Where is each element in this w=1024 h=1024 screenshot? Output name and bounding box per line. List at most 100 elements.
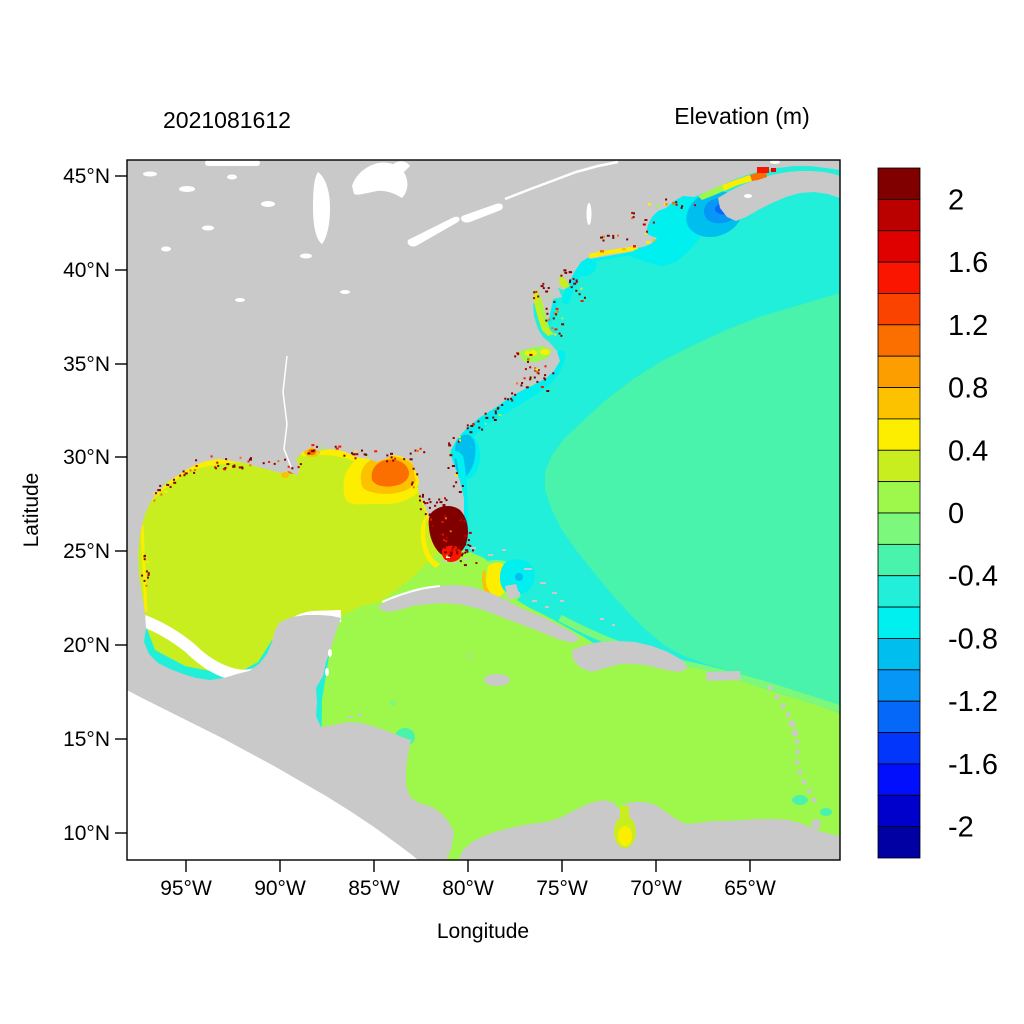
flood-speckle: [472, 423, 475, 425]
flood-speckle: [472, 549, 474, 552]
colorbar-cell: [877, 230, 921, 263]
flood-speckle: [463, 564, 467, 567]
colorbar-cell: [877, 763, 921, 796]
lis-orange-dot: [600, 250, 604, 253]
flood-speckle: [478, 426, 481, 429]
fundy-orange: [750, 171, 767, 181]
flood-speckle: [415, 449, 419, 452]
flood-speckle: [601, 235, 605, 238]
flood-speckle: [446, 525, 449, 528]
flood-speckle: [533, 376, 536, 379]
y-tick-label: 40°N: [63, 259, 110, 282]
flood-speckle: [464, 551, 467, 554]
flood-speckle: [461, 543, 464, 545]
flood-speckle: [553, 301, 556, 303]
fundy-green: [698, 185, 724, 200]
flood-speckle: [459, 540, 462, 543]
flood-speckle: [481, 428, 484, 431]
flood-speckle: [316, 452, 319, 455]
flood-speckle: [652, 221, 655, 224]
flood-speckle: [540, 386, 544, 388]
flood-speckle: [467, 539, 470, 542]
y-tick-label: 25°N: [63, 540, 110, 563]
flood-speckle: [147, 572, 150, 575]
flood-speckle: [173, 481, 177, 484]
buzzards-yellow-dot: [646, 241, 650, 244]
pamlico-yellow-spot2: [540, 349, 550, 355]
flood-speckle: [534, 367, 537, 369]
colorbar-tick-label: -1.2: [948, 686, 998, 718]
flood-speckle: [644, 233, 647, 235]
y-axis-ticks: 45°N 40°N 35°N 30°N 25°N 20°N 15°N 10°N: [63, 165, 127, 845]
pacific-nodata: [127, 690, 418, 860]
colorbar-cell: [877, 669, 921, 702]
flood-speckle: [572, 278, 575, 280]
flood-speckle: [173, 478, 175, 481]
colorbar-cell: [877, 449, 921, 483]
flood-speckle: [446, 529, 449, 532]
flood-speckle: [183, 474, 186, 477]
flood-speckle: [217, 464, 220, 467]
flood-speckle: [444, 515, 447, 517]
flood-speckle: [443, 538, 447, 541]
flood-speckle: [544, 374, 547, 377]
flood-speckle: [444, 497, 446, 500]
flood-speckle: [195, 465, 198, 467]
pei-land: [812, 161, 840, 167]
flood-speckle: [447, 511, 450, 514]
colorbar-cell: [877, 700, 921, 733]
x-tick-label: 90°W: [254, 877, 306, 900]
flood-speckle: [320, 447, 323, 450]
flood-speckle: [184, 472, 188, 475]
flood-speckle: [642, 223, 646, 226]
small-lakes: [143, 160, 780, 676]
flood-speckle: [428, 498, 431, 501]
colorbar-cell: [877, 261, 921, 294]
flood-speckle: [525, 386, 529, 389]
flood-speckle: [554, 333, 557, 336]
y-tick-label: 15°N: [63, 728, 110, 751]
colorbar-cell: [877, 355, 921, 388]
flood-speckle: [390, 452, 393, 455]
flood-speckle: [493, 419, 497, 421]
flood-speckle: [438, 498, 441, 501]
flood-speckle: [446, 534, 449, 537]
flood-speckle: [439, 501, 443, 504]
flood-speckle: [394, 457, 397, 460]
flood-speckle: [501, 404, 504, 406]
flood-speckle: [536, 371, 539, 374]
flood-speckle: [626, 238, 629, 241]
flood-speckle: [434, 517, 437, 520]
flood-speckle: [411, 481, 414, 484]
flood-speckle: [680, 207, 683, 209]
minas-basin-darkred: [771, 168, 776, 172]
flood-speckle: [517, 353, 520, 356]
flood-speckle: [449, 530, 452, 533]
bahamas-islands: [348, 547, 615, 718]
flood-speckle: [529, 366, 532, 369]
flood-speckle: [442, 538, 445, 541]
flood-speckle: [392, 459, 395, 462]
flood-speckle: [194, 469, 196, 471]
lis-red-dot: [633, 245, 636, 248]
flood-speckle: [450, 553, 453, 556]
flood-speckle: [469, 545, 472, 547]
flood-speckle: [544, 378, 547, 381]
flood-speckle: [468, 531, 472, 534]
flood-speckle: [569, 271, 573, 274]
flood-speckle: [311, 444, 315, 447]
flood-speckle: [179, 474, 182, 477]
flood-speckle: [452, 546, 455, 549]
flood-speckle: [514, 393, 517, 396]
flood-speckle: [440, 527, 443, 530]
flood-speckle: [456, 551, 459, 554]
flood-speckle: [447, 467, 450, 469]
flood-speckle: [225, 458, 228, 461]
flood-speckle: [555, 307, 559, 310]
flood-speckle: [442, 504, 446, 507]
flood-speckle: [467, 544, 470, 546]
colorbar-tick-label: 1.6: [948, 247, 988, 279]
flood-speckle: [529, 353, 533, 356]
flood-speckle: [451, 548, 454, 551]
